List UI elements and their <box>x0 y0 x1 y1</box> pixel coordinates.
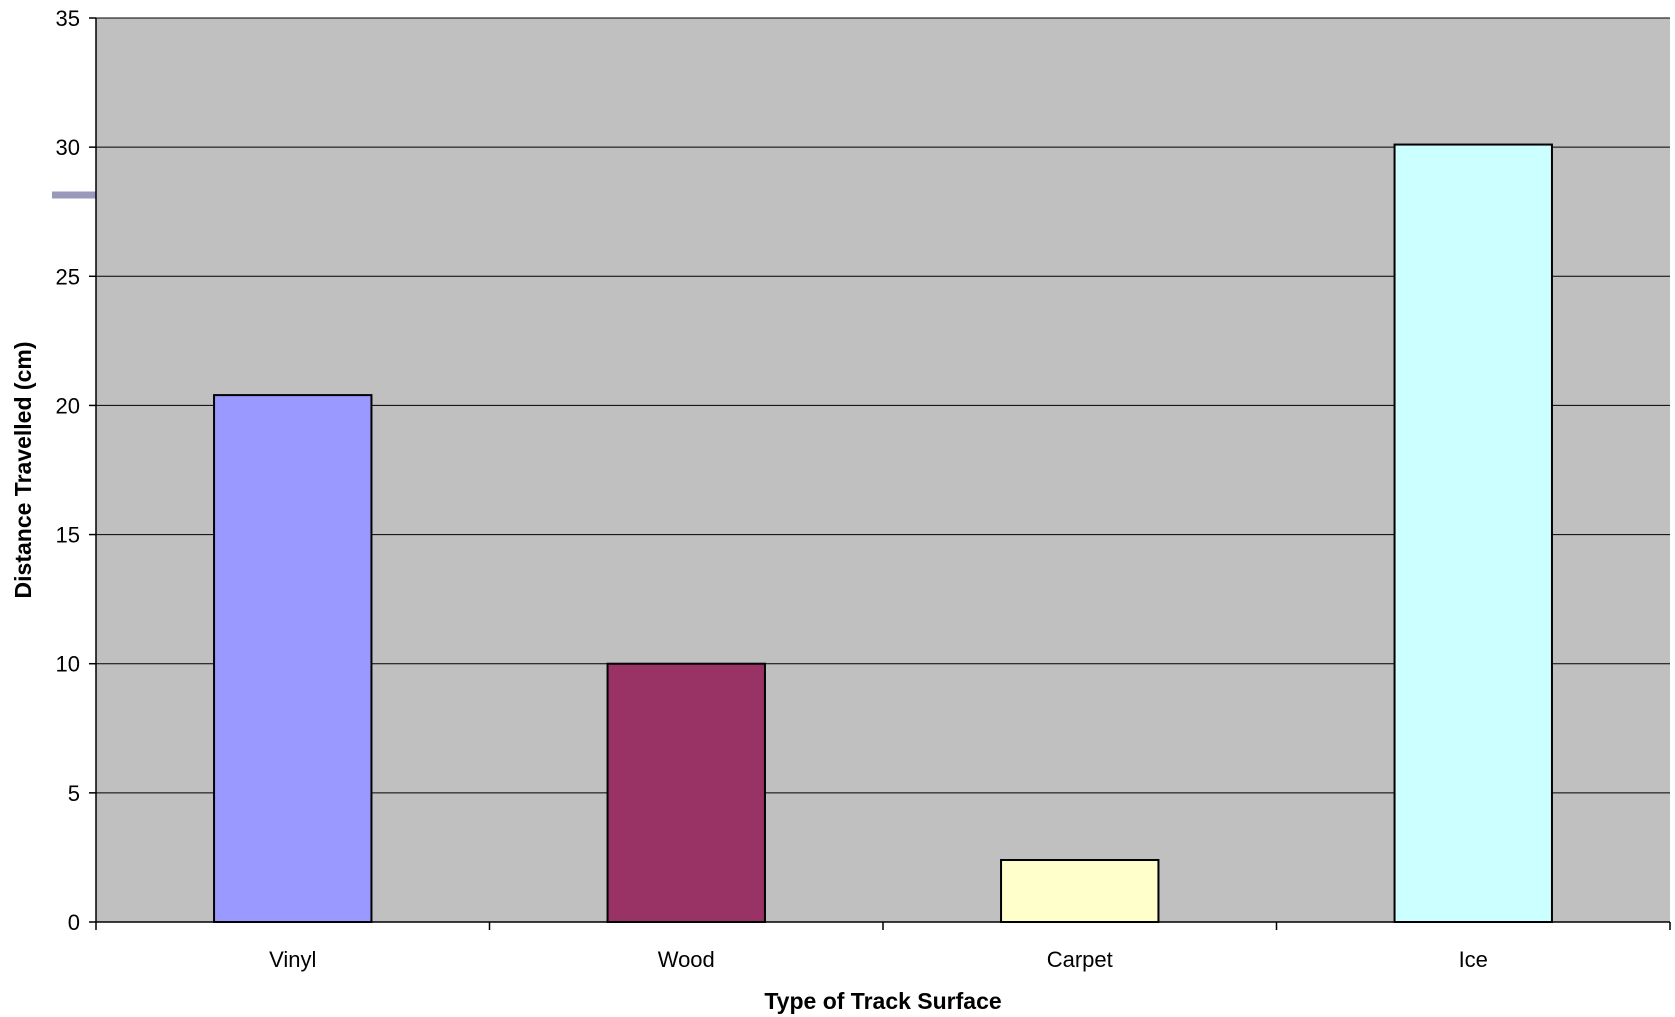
bar-carpet <box>1000 859 1160 923</box>
y-tick-label: 15 <box>56 523 80 548</box>
bar-vinyl <box>213 394 373 923</box>
bar-ice <box>1393 143 1553 923</box>
y-tick-label: 25 <box>56 264 80 289</box>
x-axis-title: Type of Track Surface <box>764 988 1001 1014</box>
bar-wood <box>606 662 766 923</box>
y-tick-label: 20 <box>56 393 80 418</box>
x-tick-label: Vinyl <box>269 947 316 972</box>
y-axis-title: Distance Travelled (cm) <box>10 342 36 599</box>
y-tick-label: 0 <box>68 910 80 935</box>
x-axis-ticks: Vinyl Wood Carpet Ice <box>95 922 1671 972</box>
x-tick-label: Wood <box>658 947 715 972</box>
y-axis-ticks: 0 5 10 15 20 25 30 35 <box>56 6 96 935</box>
y-tick-label: 30 <box>56 135 80 160</box>
y-tick-label: 5 <box>68 781 80 806</box>
y-tick-label: 35 <box>56 6 80 31</box>
x-tick-label: Ice <box>1459 947 1488 972</box>
x-tick-label: Carpet <box>1047 947 1113 972</box>
y-tick-label: 10 <box>56 652 80 677</box>
bars <box>213 143 1553 923</box>
